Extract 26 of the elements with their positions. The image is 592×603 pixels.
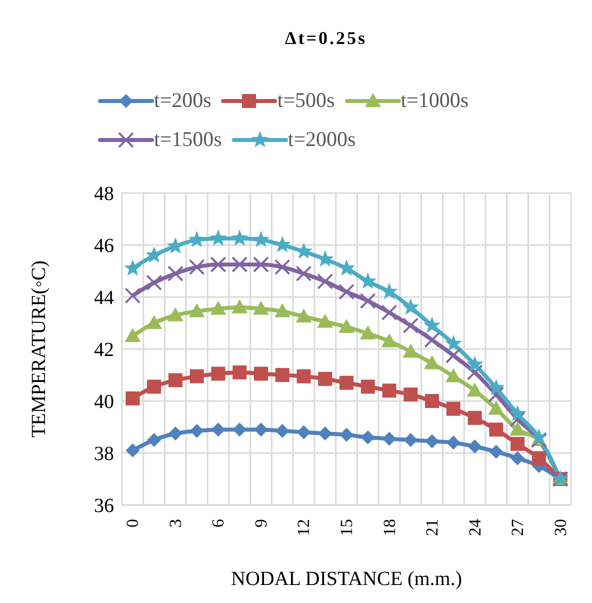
legend-label: t=1000s <box>400 88 469 113</box>
x-tick-label: 24 <box>465 518 484 536</box>
y-tick-label: 42 <box>94 339 114 362</box>
legend-label: t=2000s <box>288 127 356 152</box>
legend-label: t=1500s <box>154 127 222 152</box>
y-axis-title: TEMPERATURE(◦C) <box>28 260 50 438</box>
legend-label: t=200s <box>154 88 212 113</box>
y-tick-label: 46 <box>94 235 114 258</box>
legend-label: t=500s <box>277 88 335 113</box>
y-tick-label: 36 <box>94 495 114 518</box>
x-tick-label: 6 <box>208 519 228 528</box>
y-tick-label: 40 <box>94 391 114 414</box>
x-tick-label: 27 <box>508 518 528 536</box>
x-tick-label: 12 <box>294 519 314 536</box>
y-tick-label: 44 <box>94 287 114 310</box>
x-tick-label: 3 <box>166 519 185 528</box>
y-tick-label: 48 <box>94 183 114 206</box>
y-tick-label: 38 <box>94 443 114 466</box>
x-tick-label: 18 <box>380 519 399 536</box>
x-tick-label: 21 <box>422 519 442 536</box>
x-axis-title: NODAL DISTANCE (m.m.) <box>231 568 462 590</box>
x-tick-label: 9 <box>251 519 270 528</box>
x-tick-label: 30 <box>550 519 570 536</box>
x-tick-label: 0 <box>123 519 142 528</box>
chart-title: Δt=0.25s <box>284 27 368 50</box>
x-tick-label: 15 <box>337 519 356 536</box>
